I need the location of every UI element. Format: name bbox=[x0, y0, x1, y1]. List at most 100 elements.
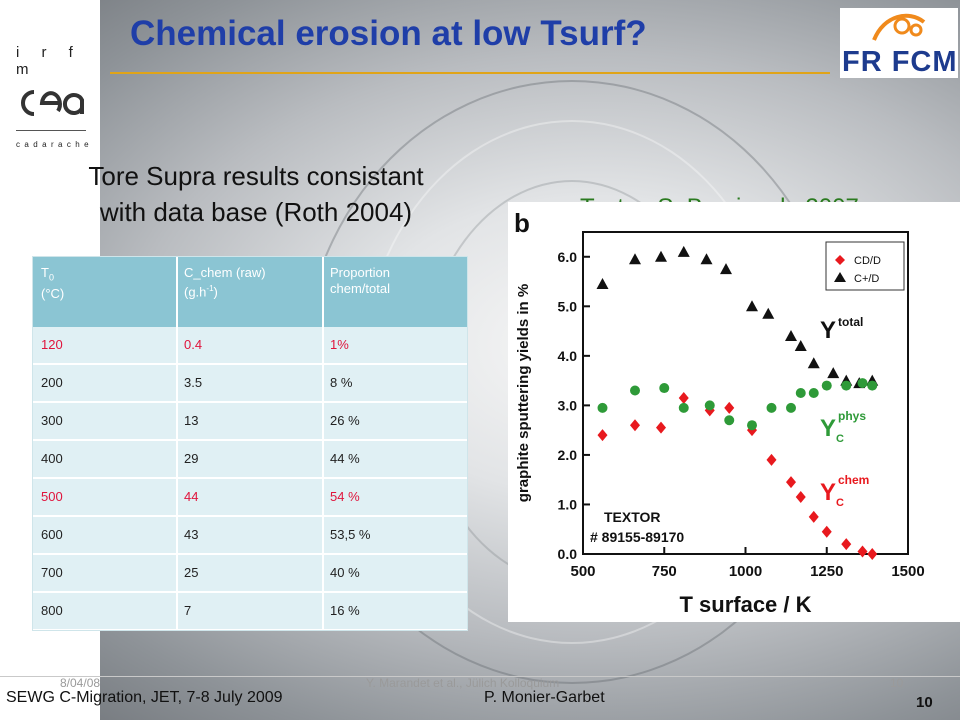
x-tick-label: 1000 bbox=[729, 563, 762, 580]
table-row: 400 29 44 % bbox=[33, 441, 467, 477]
y-tick-label: 3.0 bbox=[558, 397, 578, 413]
y-tick-label: 1.0 bbox=[558, 496, 578, 512]
annotation-phys-sup: phys bbox=[838, 409, 866, 423]
ghost-date: 8/04/08 bbox=[60, 676, 101, 690]
header-cchem-label: C_chem (raw) bbox=[184, 265, 266, 280]
data-point-circle bbox=[867, 380, 878, 391]
cell-temp: 120 bbox=[41, 337, 63, 352]
data-point-diamond bbox=[678, 391, 689, 404]
cell-proportion: 16 % bbox=[330, 603, 360, 618]
data-point-triangle bbox=[827, 367, 840, 379]
data-table: T0 (°C) C_chem (raw) (g.h-1) Proportion … bbox=[33, 257, 467, 630]
y-tick-label: 4.0 bbox=[558, 348, 578, 364]
ghost-note: Y. Marandet et al., Jülich Kolloquium bbox=[366, 676, 560, 690]
data-point-triangle bbox=[807, 357, 820, 369]
data-point-diamond bbox=[841, 538, 852, 551]
table-row: 200 3.5 8 % bbox=[33, 365, 467, 401]
annotation-y-total: Y bbox=[820, 317, 836, 344]
annotation-y-chem: Y bbox=[820, 479, 836, 506]
table-row: 500 44 54 % bbox=[33, 479, 467, 515]
chart-legend: CD/D C+/D bbox=[825, 241, 905, 291]
cell-temp: 500 bbox=[41, 489, 63, 504]
data-point-diamond bbox=[766, 453, 777, 466]
subtitle-line-1: Tore Supra results consistant bbox=[88, 161, 424, 191]
cea-logo-icon bbox=[21, 90, 84, 116]
data-point-diamond bbox=[795, 491, 806, 504]
cell-temp: 400 bbox=[41, 451, 63, 466]
data-point-triangle bbox=[629, 253, 641, 265]
data-point-diamond bbox=[857, 545, 868, 558]
chart-svg: 500 750 1000 1250 1500 0.0 1.0 2.0 3.0 4.0 5.0 6.0 b… bbox=[514, 208, 925, 617]
cell-temp: 200 bbox=[41, 375, 63, 390]
data-point-diamond bbox=[656, 421, 666, 434]
data-point-triangle bbox=[746, 300, 758, 312]
legend-label-cdd: CD/D bbox=[854, 255, 881, 267]
data-point-circle bbox=[659, 383, 670, 394]
data-point-circle bbox=[678, 402, 689, 413]
cell-temp: 800 bbox=[41, 603, 63, 618]
x-tick-label: 1500 bbox=[891, 563, 924, 580]
header-proportion-label: Proportion bbox=[330, 265, 390, 280]
title-underline bbox=[110, 72, 830, 74]
table-row: 600 43 53,5 % bbox=[33, 517, 467, 553]
cell-cchem: 29 bbox=[184, 451, 199, 466]
swirl-icon bbox=[872, 13, 926, 41]
header-proportion-sub: chem/total bbox=[330, 281, 390, 296]
page-title: Chemical erosion at low Tsurf? bbox=[130, 14, 647, 53]
header-t0-label: T0 bbox=[41, 265, 54, 283]
cell-proportion: 54 % bbox=[330, 489, 360, 504]
data-point-circle bbox=[747, 420, 757, 431]
cell-proportion: 44 % bbox=[330, 451, 360, 466]
x-axis-label: T surface / K bbox=[679, 592, 811, 617]
y-tick-label: 6.0 bbox=[558, 249, 578, 265]
header-t0-unit: (°C) bbox=[41, 285, 65, 301]
data-point-circle bbox=[786, 402, 796, 413]
data-point-diamond bbox=[821, 525, 832, 538]
table-row: 700 25 40 % bbox=[33, 555, 467, 591]
cell-temp: 700 bbox=[41, 565, 63, 580]
annotation-textor: TEXTOR bbox=[604, 509, 661, 525]
cell-cchem: 25 bbox=[184, 565, 199, 580]
page-number: 10 bbox=[916, 694, 933, 711]
legend-label-cplusd: C+/D bbox=[854, 273, 879, 285]
scatter-chart: 500 750 1000 1250 1500 0.0 1.0 2.0 3.0 4.0 5.0 6.0 b… bbox=[508, 202, 960, 622]
cell-proportion: 1% bbox=[330, 337, 349, 352]
annotation-chem-sub: C bbox=[836, 497, 844, 509]
cell-cchem: 3.5 bbox=[184, 375, 203, 390]
data-point-triangle bbox=[700, 253, 713, 265]
annotation-total-sup: total bbox=[838, 315, 863, 329]
data-point-triangle bbox=[720, 263, 732, 275]
data-point-diamond bbox=[597, 429, 608, 442]
table-row: 800 7 16 % bbox=[33, 593, 467, 629]
cell-cchem: 7 bbox=[184, 603, 192, 618]
annotation-shots: # 89155-89170 bbox=[590, 529, 684, 545]
data-point-diamond bbox=[724, 401, 735, 414]
legend-diamond-icon bbox=[835, 255, 845, 265]
header-cell-cchem: C_chem (raw) (g.h-1) bbox=[184, 265, 266, 300]
header-cell-t0: T0 (°C) bbox=[41, 265, 64, 302]
data-point-circle bbox=[795, 388, 806, 398]
cell-cchem: 43 bbox=[184, 527, 199, 542]
x-tick-label: 750 bbox=[652, 563, 677, 580]
data-point-circle bbox=[766, 402, 777, 413]
data-point-diamond bbox=[808, 510, 819, 523]
y-tick-label: 2.0 bbox=[558, 447, 578, 463]
data-point-triangle bbox=[794, 339, 807, 351]
data-point-circle bbox=[821, 380, 832, 391]
panel-label: b bbox=[514, 208, 530, 238]
data-point-diamond bbox=[786, 476, 796, 489]
data-point-circle bbox=[597, 402, 608, 413]
table-row: 300 13 26 % bbox=[33, 403, 467, 439]
footer-author: P. Monier-Garbet bbox=[484, 689, 605, 706]
data-point-diamond bbox=[867, 548, 878, 560]
annotation-chem-sup: chem bbox=[838, 473, 869, 487]
table-row: 120 0.4 1% bbox=[33, 327, 467, 363]
ghost-page-number: 10 bbox=[890, 676, 904, 690]
header-cell-proportion: Proportion chem/total bbox=[330, 265, 390, 297]
data-point-circle bbox=[857, 378, 868, 389]
data-point-triangle bbox=[677, 245, 690, 257]
column-divider bbox=[322, 257, 324, 630]
logo-divider bbox=[16, 130, 86, 131]
data-point-circle bbox=[841, 380, 852, 391]
subtitle: Tore Supra results consistant with data … bbox=[46, 158, 466, 230]
